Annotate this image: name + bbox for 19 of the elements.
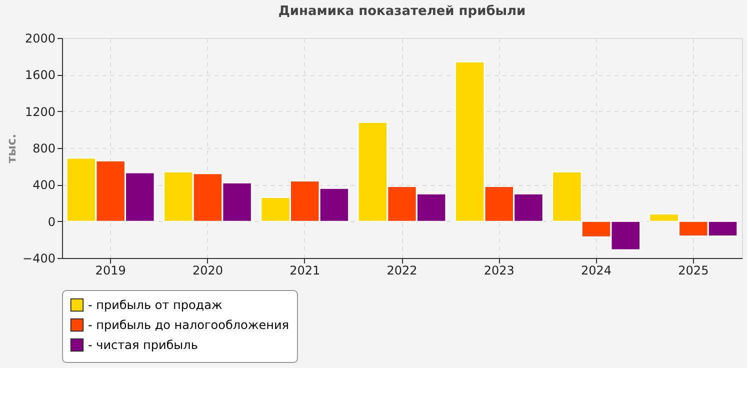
x-tick-label: 2025 — [678, 264, 709, 278]
x-tick-label: 2021 — [290, 264, 320, 278]
y-axis-title: тыс. — [4, 134, 19, 164]
y-tick-label: 800 — [32, 142, 56, 156]
x-tick-label: 2022 — [386, 264, 418, 278]
y-tick-label: 2000 — [24, 32, 56, 46]
legend-label: - прибыль до налогообложения — [88, 318, 289, 332]
chart-title: Динамика показателей прибыли — [278, 4, 526, 19]
y-tick-label: 400 — [32, 178, 56, 192]
x-tick-label: 2023 — [484, 264, 514, 278]
y-tick-label: 1600 — [24, 68, 56, 82]
x-tick-label: 2019 — [95, 264, 126, 278]
x-tick-label: 2024 — [581, 264, 612, 278]
y-tick-label: 0 — [48, 214, 56, 229]
y-tick-label: −400 — [22, 252, 56, 266]
legend-label: - прибыль от продаж — [88, 298, 222, 312]
y-tick-label: 1200 — [24, 104, 56, 119]
x-tick-label: 2020 — [192, 264, 223, 278]
legend-label: - чистая прибыль — [88, 338, 198, 352]
